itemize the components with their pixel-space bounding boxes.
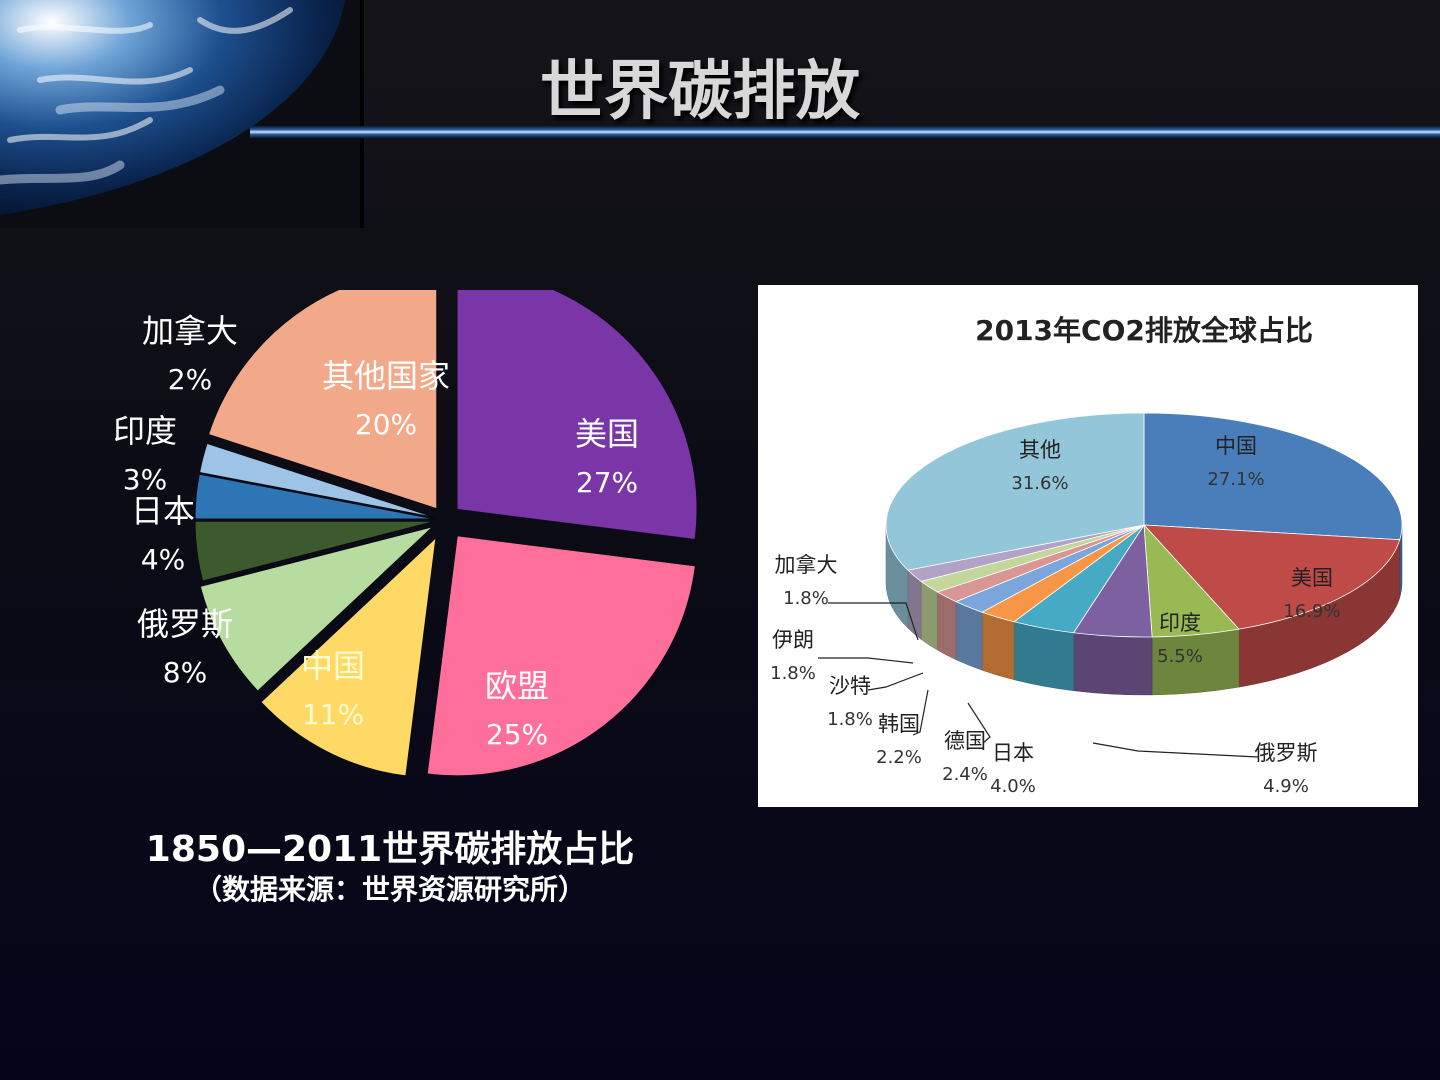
leader-line (867, 672, 924, 691)
chart-title: 2013年CO2排放全球占比 (975, 314, 1313, 347)
slice-category-label: 俄罗斯 (1255, 741, 1318, 765)
pie-slice (194, 473, 436, 520)
slice-value-label: 31.6% (1011, 473, 1068, 494)
leader-line (912, 689, 929, 736)
slice-category-label: 印度 (1159, 611, 1201, 635)
slice-category-label: 沙特 (829, 674, 871, 698)
earth-image (0, 0, 362, 228)
slice-value-label: 2% (168, 363, 212, 396)
slice-value-label: 1.8% (770, 663, 816, 684)
right-chart-panel: 2013年CO2排放全球占比中国 27.1% 美国 16.9% 印度 5.5% 俄罗斯 4.9… (758, 285, 1418, 807)
slice-category-label: 美国 (1291, 566, 1333, 590)
slice-value-label: 2.2% (876, 747, 922, 768)
pie-slice (1143, 412, 1403, 541)
slice-category-label: 印度 (113, 412, 177, 450)
slice-category-label: 美国 (575, 415, 639, 453)
pie-slice (260, 536, 437, 777)
slice-category-label: 伊朗 (772, 628, 814, 652)
slice-value-label: 4% (141, 543, 185, 576)
slice-value-label: 1.8% (827, 709, 873, 730)
pie-slice-side (955, 601, 983, 671)
slice-category-label: 韩国 (878, 712, 920, 736)
slice-value-label: 16.9% (1283, 601, 1340, 622)
pie-slice (1143, 524, 1401, 630)
slice-value-label: 25% (486, 718, 548, 751)
leader-line (967, 702, 991, 744)
divider-horizontal (250, 126, 1440, 138)
slice-category-label: 俄罗斯 (137, 605, 233, 643)
slice-value-label: 1.8% (783, 588, 829, 609)
slice-category-label: 加拿大 (775, 553, 838, 577)
pie-slice-side (1013, 621, 1074, 692)
slice-value-label: 4.9% (1263, 776, 1309, 797)
pie-side-walls (885, 524, 1403, 696)
slice-value-label: 3% (123, 463, 167, 496)
slice-category-label: 德国 (944, 729, 986, 753)
pie-slice-side (981, 611, 1015, 681)
pie-slice (199, 526, 434, 692)
slide-title: 世界碳排放 (540, 55, 860, 129)
slice-value-label: 27.1% (1207, 469, 1264, 490)
slice-value-label: 5.5% (1157, 646, 1203, 667)
left-pie-chart: 美国 27% 欧盟 25% 中国 11% 俄罗斯 8% 日本 4% 印度 3% 加拿大 2% 其他国家 20% (113, 290, 698, 777)
pie-slice (456, 290, 698, 541)
pie-slice-side (1073, 632, 1153, 696)
slice-value-label: 8% (163, 656, 207, 689)
divider-vertical (360, 0, 364, 228)
slice-category-label: 中国 (301, 647, 365, 685)
pie-slice (885, 412, 1145, 571)
pie-slice (207, 290, 438, 510)
slice-value-label: 4.0% (990, 776, 1036, 797)
slice-category-label: 日本 (992, 741, 1034, 765)
pie-slice (194, 520, 436, 582)
leader-line (818, 657, 914, 664)
pie-slice-side (920, 580, 938, 651)
slice-category-label: 欧盟 (485, 667, 549, 705)
slice-value-label: 27% (576, 466, 638, 499)
pie-slice-side (936, 591, 957, 661)
caption-line-2: （数据来源：世界资源研究所） (193, 873, 586, 906)
pie-slice (198, 442, 436, 519)
slice-category-label: 中国 (1215, 434, 1257, 458)
pie-slice (426, 535, 696, 777)
caption-line-1: 1850—2011世界碳排放占比 (145, 829, 635, 870)
slice-value-label: 20% (355, 408, 417, 441)
slice-value-label: 2.4% (942, 764, 988, 785)
slice-category-label: 加拿大 (142, 312, 238, 350)
left-chart-caption: 1850—2011世界碳排放占比 （数据来源：世界资源研究所） (130, 828, 650, 908)
slice-category-label: 日本 (131, 492, 195, 530)
slice-value-label: 11% (302, 698, 364, 731)
leader-line (1092, 742, 1259, 758)
leader-line (828, 602, 919, 641)
slice-category-label: 其他 (1019, 438, 1061, 462)
slice-category-label: 其他国家 (322, 357, 450, 395)
